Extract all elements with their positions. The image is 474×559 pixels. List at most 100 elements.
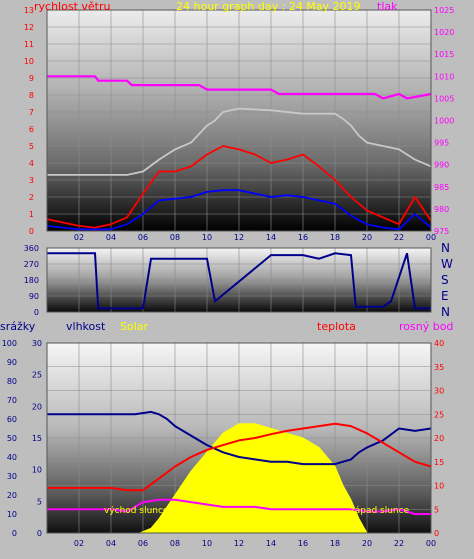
- time-tick-label: 02: [74, 539, 84, 548]
- humidity-tick-label: 5: [37, 497, 42, 506]
- pressure-line: [47, 75, 432, 100]
- sunrise-label: východ slunce: [104, 506, 169, 516]
- temperature-axes: 0510152025303540010203040506070809010005…: [2, 339, 444, 548]
- time-tick-label: 14: [266, 539, 276, 548]
- temperature-tick-label: 30: [434, 387, 444, 396]
- pressure-tick-label: 985: [434, 183, 449, 192]
- time-tick-label: 06: [138, 539, 148, 548]
- precipitation-tick-label: 30: [7, 472, 17, 481]
- pressure-tick-label: 1015: [434, 50, 454, 59]
- temperature-tick-label: 25: [434, 410, 444, 419]
- wind-max-line: [47, 107, 432, 176]
- time-tick-label: 10: [202, 233, 212, 242]
- temperature-line: [47, 422, 432, 492]
- time-tick-label: 00: [426, 233, 436, 242]
- time-tick-label: 16: [298, 539, 308, 548]
- direction-label-n-bottom: N: [441, 305, 450, 319]
- temperature-tick-label: 40: [434, 339, 444, 348]
- time-tick-label: 20: [362, 233, 372, 242]
- direction-tick-label: 180: [24, 276, 39, 285]
- temperature-border: [46, 342, 432, 534]
- precipitation-tick-label: 10: [7, 510, 17, 519]
- wind-pressure-lines: [46, 75, 432, 231]
- wind-pressure-grid: [47, 9, 432, 232]
- pressure-tick-label: 1025: [434, 6, 454, 15]
- pressure-tick-label: 990: [434, 161, 449, 170]
- solar-radiation-area: [139, 423, 368, 534]
- temperature-tick-label: 0: [434, 529, 439, 538]
- humidity-tick-label: 0: [37, 529, 42, 538]
- humidity-tick-label: 15: [32, 434, 42, 443]
- dewpoint-axis-label: rosný bod: [399, 320, 454, 333]
- wind-tick-label: 5: [29, 142, 34, 151]
- humidity-tick-label: 20: [32, 402, 42, 411]
- precipitation-tick-label: 60: [7, 415, 17, 424]
- time-tick-label: 02: [74, 233, 84, 242]
- pressure-axis-label: tlak: [377, 0, 398, 13]
- chart-title: 24 hour graph day : 24 May 2019: [176, 0, 361, 13]
- wind-tick-label: 8: [29, 91, 34, 100]
- humidity-tick-label: 25: [32, 371, 42, 380]
- wind-gust-line: [46, 145, 432, 229]
- direction-label-s: S: [441, 273, 449, 287]
- sunset-label: západ slunce: [350, 506, 410, 516]
- temperature-lines: [47, 410, 432, 515]
- time-tick-label: 20: [362, 539, 372, 548]
- temperature-tick-label: 5: [434, 505, 439, 514]
- wind-average-line: [46, 189, 432, 231]
- wind-speed-axis-label: rychlost větru: [34, 0, 111, 13]
- precipitation-tick-label: 40: [7, 453, 17, 462]
- wind-pressure-axes: 0123456789101112139759809859909951000100…: [24, 6, 455, 242]
- time-tick-label: 18: [330, 233, 340, 242]
- pressure-tick-label: 1010: [434, 72, 454, 81]
- pressure-tick-label: 1020: [434, 28, 454, 37]
- direction-tick-label: 360: [24, 244, 39, 253]
- time-tick-label: 22: [394, 539, 404, 548]
- wind-tick-label: 12: [24, 23, 34, 32]
- direction-tick-label: 0: [34, 308, 39, 317]
- pressure-tick-label: 995: [434, 139, 449, 148]
- solar-area: [139, 423, 368, 534]
- wind-tick-label: 0: [29, 227, 34, 236]
- wind-tick-label: 1: [29, 210, 34, 219]
- wind-tick-label: 9: [29, 74, 34, 83]
- solar-axis-label: Solar: [120, 320, 149, 333]
- humidity-line: [47, 410, 432, 466]
- time-tick-label: 04: [106, 539, 116, 548]
- time-tick-label: 08: [170, 233, 180, 242]
- wind-direction-lines: [47, 252, 431, 310]
- temperature-tick-label: 35: [434, 363, 444, 372]
- humidity-tick-label: 30: [32, 339, 42, 348]
- precipitation-tick-label: 20: [7, 491, 17, 500]
- precipitation-tick-label: 0: [12, 529, 17, 538]
- wind-tick-label: 13: [24, 6, 34, 15]
- wind-direction-line: [47, 252, 431, 310]
- precipitation-tick-label: 70: [7, 396, 17, 405]
- time-tick-label: 22: [394, 233, 404, 242]
- time-tick-label: 08: [170, 539, 180, 548]
- temperature-tick-label: 15: [434, 458, 444, 467]
- temperature-tick-label: 10: [434, 482, 444, 491]
- wind-tick-label: 7: [29, 108, 34, 117]
- direction-tick-label: 90: [29, 292, 39, 301]
- direction-label-n-top: N: [441, 241, 450, 255]
- time-tick-label: 00: [426, 539, 436, 548]
- pressure-tick-label: 1005: [434, 94, 454, 103]
- pressure-tick-label: 975: [434, 227, 449, 236]
- pressure-tick-label: 1000: [434, 117, 454, 126]
- precipitation-tick-label: 100: [2, 339, 17, 348]
- temperature-axis-label: teplota: [317, 320, 356, 333]
- precipitation-tick-label: 80: [7, 377, 17, 386]
- time-tick-label: 04: [106, 233, 116, 242]
- precipitation-axis-label: srážky: [0, 320, 36, 333]
- direction-label-e: E: [441, 289, 449, 303]
- wind-tick-label: 3: [29, 176, 34, 185]
- time-tick-label: 18: [330, 539, 340, 548]
- wind-direction-border: [46, 247, 432, 313]
- wind-direction-axes: 0 90 180 270 360: [24, 244, 39, 317]
- wind-tick-label: 10: [24, 57, 34, 66]
- direction-label-w: W: [441, 257, 453, 271]
- humidity-tick-label: 10: [32, 466, 42, 475]
- wind-tick-label: 4: [29, 159, 34, 168]
